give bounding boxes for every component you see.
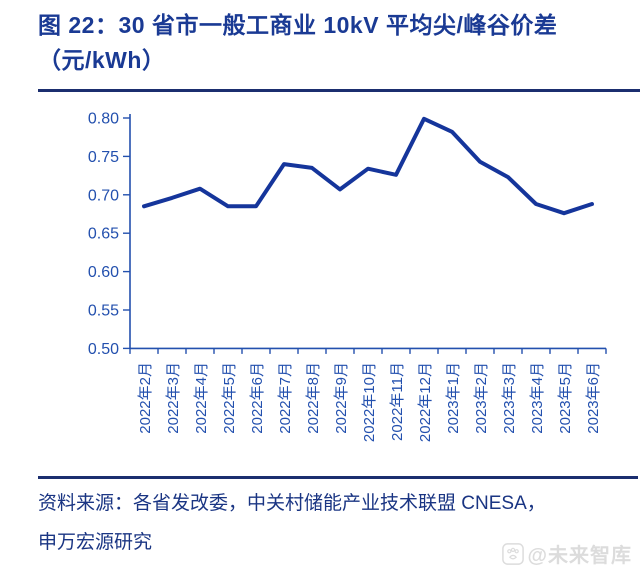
paw-icon — [502, 542, 525, 565]
x-tick-label: 2023年1月 — [445, 362, 462, 434]
x-tick-label: 2023年3月 — [501, 362, 518, 434]
y-tick-label: 0.75 — [88, 149, 119, 166]
x-tick-label: 2022年5月 — [221, 362, 238, 434]
chart-figure-title: 图 22：30 省市一般工商业 10kV 平均尖/峰谷价差 （元/kWh） — [38, 8, 626, 78]
y-tick-label: 0.50 — [88, 341, 119, 358]
y-tick-label: 0.70 — [88, 187, 119, 204]
x-tick-label: 2022年11月 — [389, 362, 406, 441]
source-divider — [38, 476, 638, 479]
y-tick-label: 0.80 — [88, 111, 119, 128]
x-tick-label: 2022年2月 — [137, 362, 154, 434]
series-line — [142, 116, 594, 216]
x-tick-label: 2022年9月 — [333, 362, 350, 434]
x-tick-label: 2023年6月 — [585, 362, 602, 434]
watermark-text: @未来智库 — [527, 545, 632, 567]
x-tick-label: 2022年8月 — [305, 362, 322, 434]
figure-title-line2: （元/kWh） — [38, 47, 166, 73]
x-tick-label: 2022年7月 — [277, 362, 294, 434]
line-chart: 0.50 0.55 0.60 0.65 0.70 0.75 0.80 2022年2月 2022年… — [0, 100, 640, 472]
x-tick-label: 2022年6月 — [249, 362, 266, 434]
source-line2: 申万宏源研究 — [38, 532, 153, 553]
y-tick-label: 0.55 — [88, 303, 119, 320]
line-chart-svg: 0.50 0.55 0.60 0.65 0.70 0.75 0.80 2022年2月 2022年… — [88, 111, 607, 442]
x-tick-label: 2023年5月 — [557, 362, 574, 434]
x-tick-label: 2023年4月 — [529, 362, 546, 434]
x-tick-label: 2022年4月 — [193, 362, 210, 434]
x-tick-label: 2022年3月 — [165, 362, 182, 434]
source-note: 资料来源：各省发改委，中关村储能产业技术联盟 CNESA， 申万宏源研究 — [38, 484, 626, 562]
figure-title-line1: 图 22：30 省市一般工商业 10kV 平均尖/峰谷价差 — [38, 12, 558, 38]
source-line1: 资料来源：各省发改委，中关村储能产业技术联盟 CNESA， — [38, 493, 546, 514]
y-tick-label: 0.60 — [88, 264, 119, 281]
watermark: @未来智库 — [502, 539, 632, 568]
title-divider — [38, 89, 640, 92]
x-tick-label: 2023年2月 — [473, 362, 490, 434]
x-tick-label: 2022年10月 — [361, 362, 378, 442]
y-tick-label: 0.65 — [88, 226, 119, 243]
x-tick-label: 2022年12月 — [417, 362, 434, 442]
